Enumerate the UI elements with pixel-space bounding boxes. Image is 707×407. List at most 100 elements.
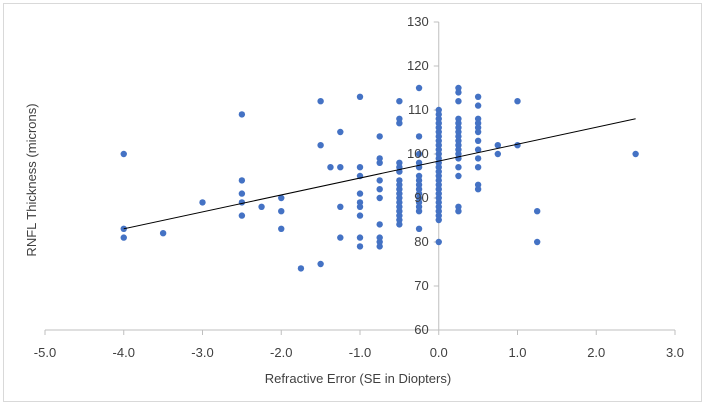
data-point (278, 225, 285, 232)
data-point (514, 98, 521, 105)
data-point (356, 234, 364, 241)
x-tick-label: 3.0 (666, 345, 684, 360)
data-point (435, 186, 442, 193)
data-point (396, 190, 403, 197)
data-point (415, 225, 423, 232)
x-tick-label: 2.0 (587, 345, 605, 360)
data-point (297, 265, 305, 272)
data-point (435, 190, 442, 197)
data-point (474, 124, 482, 131)
data-point (435, 150, 442, 158)
data-point (356, 203, 364, 210)
data-point (396, 120, 403, 127)
data-point (317, 142, 324, 149)
y-tick-label: 70 (414, 278, 428, 293)
data-point (455, 208, 462, 215)
y-tick-label: 130 (407, 14, 429, 29)
data-point (376, 177, 383, 184)
data-point (396, 115, 403, 123)
data-point (396, 177, 403, 184)
data-point (455, 120, 462, 127)
trendline (123, 118, 636, 230)
data-point (238, 177, 246, 184)
data-point (455, 98, 462, 105)
data-point (474, 155, 482, 162)
data-point (474, 146, 482, 153)
data-point (533, 208, 541, 215)
x-axis-title: Refractive Error (SE in Diopters) (265, 371, 451, 386)
data-point (435, 212, 442, 219)
data-point (435, 203, 442, 210)
data-point (415, 84, 423, 92)
data-point (435, 111, 442, 118)
x-tick-label: 1.0 (508, 345, 526, 360)
y-tick-label: 120 (407, 58, 429, 73)
data-point (435, 146, 442, 153)
trendline-group (123, 118, 636, 230)
data-point (455, 124, 462, 131)
x-tick-label: 0.0 (430, 345, 448, 360)
data-point (396, 216, 403, 224)
data-point (435, 133, 442, 140)
data-point (396, 159, 403, 166)
x-tick-label: -4.0 (113, 345, 135, 360)
x-tick-label: -1.0 (349, 345, 371, 360)
data-point (396, 186, 403, 193)
data-point (278, 208, 285, 215)
data-point (415, 190, 423, 197)
data-point (396, 221, 403, 228)
data-point (376, 234, 383, 241)
data-point (435, 168, 442, 175)
data-point (376, 238, 383, 246)
data-point (455, 137, 462, 144)
data-point (455, 142, 462, 149)
data-point (474, 128, 482, 136)
data-point (435, 177, 442, 184)
data-point (474, 137, 482, 144)
data-point (415, 203, 423, 210)
tick-labels: -5.0 -4.0 -3.0 -2.0 -1.0 0.0 1.0 2.0 3.0 60 70 80 90… (34, 14, 684, 360)
data-point (455, 146, 462, 153)
data-point (337, 128, 344, 136)
data-point (474, 164, 482, 171)
data-point (317, 260, 324, 268)
data-point (376, 186, 383, 193)
data-point (415, 172, 423, 180)
data-point (435, 155, 442, 162)
y-axis-title: RNFL Thickness (microns) (24, 103, 39, 256)
data-point (356, 190, 364, 197)
data-point (238, 190, 246, 197)
data-point (415, 208, 423, 215)
data-point (435, 142, 442, 149)
data-point (455, 89, 462, 96)
data-point (632, 150, 639, 158)
data-point (435, 115, 442, 123)
y-tick-label: 100 (407, 146, 429, 161)
data-point (435, 128, 442, 136)
data-point (474, 186, 482, 193)
data-point (435, 238, 442, 246)
data-point (356, 243, 364, 250)
data-point (337, 234, 344, 241)
data-point (396, 199, 403, 206)
data-point (396, 212, 403, 219)
data-point (455, 128, 462, 136)
data-point (376, 243, 383, 250)
data-point (494, 150, 502, 158)
data-point (455, 150, 462, 158)
y-tick-label: 60 (414, 322, 428, 337)
data-point (455, 133, 462, 140)
data-point (238, 199, 246, 206)
x-tick-label: -3.0 (191, 345, 213, 360)
data-point (455, 172, 462, 180)
data-point (337, 203, 344, 210)
data-point (258, 203, 265, 210)
data-point (474, 181, 482, 188)
data-point (327, 164, 334, 171)
data-point (396, 181, 403, 188)
data-point (435, 199, 442, 206)
data-point (238, 111, 246, 118)
data-point (376, 159, 383, 166)
data-point (396, 98, 403, 105)
